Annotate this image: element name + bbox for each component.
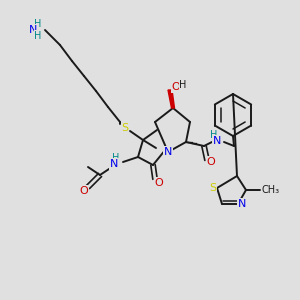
- Text: H: H: [34, 31, 42, 41]
- Text: H: H: [210, 130, 218, 140]
- Text: O: O: [172, 82, 180, 92]
- Polygon shape: [168, 90, 175, 108]
- Text: N: N: [238, 199, 246, 209]
- Text: H: H: [112, 153, 120, 163]
- Text: CH₃: CH₃: [262, 185, 280, 195]
- Text: N: N: [164, 147, 172, 157]
- Text: N: N: [110, 159, 118, 169]
- Text: S: S: [209, 183, 217, 193]
- Text: N: N: [29, 25, 37, 35]
- Text: O: O: [154, 178, 164, 188]
- Text: N: N: [213, 136, 221, 146]
- Text: O: O: [80, 186, 88, 196]
- Text: H: H: [34, 19, 42, 29]
- Text: S: S: [122, 123, 129, 133]
- Text: O: O: [207, 157, 215, 167]
- Text: H: H: [179, 80, 187, 90]
